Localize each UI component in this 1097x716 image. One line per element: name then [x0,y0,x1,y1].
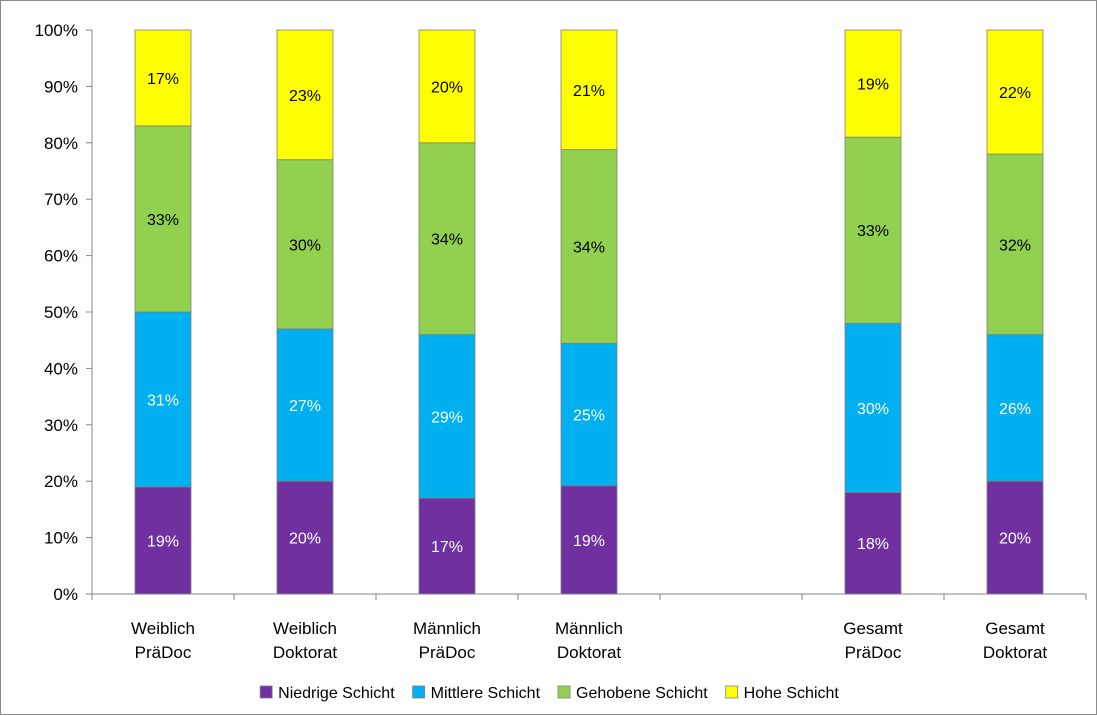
x-category-label: Doktorat [273,643,338,662]
y-tick-label: 100% [35,21,78,40]
y-tick-label: 40% [44,359,78,378]
x-category-label: Weiblich [131,619,195,638]
legend-swatch [412,685,426,699]
bar-segment [844,29,902,138]
x-category-label: PräDoc [135,643,192,662]
y-tick-label: 50% [44,303,78,322]
data-label: 17% [431,539,463,556]
bar-segment [986,29,1044,155]
data-label: 22% [999,85,1031,102]
data-label: 27% [289,398,321,415]
data-label: 26% [999,401,1031,418]
bar-segment [560,342,618,487]
legend-label: Niedrige Schicht [278,685,395,702]
y-tick-label: 70% [44,190,78,209]
bar-segment [134,486,192,595]
legend-swatch [725,685,739,699]
data-label: 31% [147,392,179,409]
data-label: 23% [289,88,321,105]
legend-label: Mittlere Schicht [431,685,541,702]
y-tick-label: 80% [44,134,78,153]
x-category-label: Weiblich [273,619,337,638]
x-axis: Weiblich PräDoc Weiblich Doktorat Männlich Pr… [91,593,1087,662]
data-label: 30% [289,237,321,254]
data-label: 33% [857,223,889,240]
data-label: 19% [573,533,605,550]
y-tick-label: 20% [44,472,78,491]
data-label: 32% [999,237,1031,254]
data-label: 20% [431,79,463,96]
bar-segment [986,334,1044,482]
bar-segment [134,29,192,127]
y-tick-label: 90% [44,77,78,96]
data-label: 19% [147,533,179,550]
data-label: 34% [431,232,463,249]
data-label: 19% [857,77,889,94]
bar-segment [276,328,334,482]
data-label: 30% [857,401,889,418]
bar-group: 19% 31% 33% 17% 20% 27% 30% 23% 17% 29% 34% 20% 19% 2… [134,29,1044,595]
y-tick-label: 10% [44,529,78,548]
bar-segment [986,480,1044,595]
legend-swatch [259,685,273,699]
bar-segment [276,29,334,161]
data-label: 20% [289,531,321,548]
data-label: 29% [431,409,463,426]
y-axis: 0% 10% 20% 30% 40% 50% 60% 70% 80% 90% 100% [35,21,93,604]
legend-label: Hohe Schicht [744,685,840,702]
bar-segment [844,136,902,324]
data-label: 21% [573,83,605,100]
bar-segment [276,159,334,330]
bar-segment [134,311,192,488]
x-category-label: Gesamt [985,619,1045,638]
x-category-label: Gesamt [843,619,903,638]
data-label: 17% [147,71,179,88]
legend: Niedrige Schicht Mittlere Schicht Gehobene… [259,685,840,702]
y-tick-label: 60% [44,247,78,266]
x-category-label: Männlich [413,619,481,638]
x-category-label: Doktorat [983,643,1048,662]
bar-segment [134,125,192,313]
x-category-label: Doktorat [557,643,622,662]
data-label: 18% [857,536,889,553]
legend-swatch [557,685,571,699]
x-category-label: PräDoc [845,643,902,662]
bar-segment [418,497,476,595]
x-category-label: Männlich [555,619,623,638]
y-tick-label: 30% [44,416,78,435]
x-category-label: PräDoc [419,643,476,662]
bar-segment [844,322,902,493]
bar-segment [418,334,476,499]
bar-segment [560,29,618,151]
data-label: 25% [573,408,605,425]
bar-segment [276,480,334,595]
data-label: 20% [999,531,1031,548]
bar-segment [844,492,902,595]
data-label: 34% [573,239,605,256]
bar-segment [418,29,476,144]
legend-label: Gehobene Schicht [576,685,708,702]
bar-segment [560,149,618,344]
y-tick-label: 0% [53,585,78,604]
data-label: 33% [147,212,179,229]
bar-segment [986,153,1044,335]
